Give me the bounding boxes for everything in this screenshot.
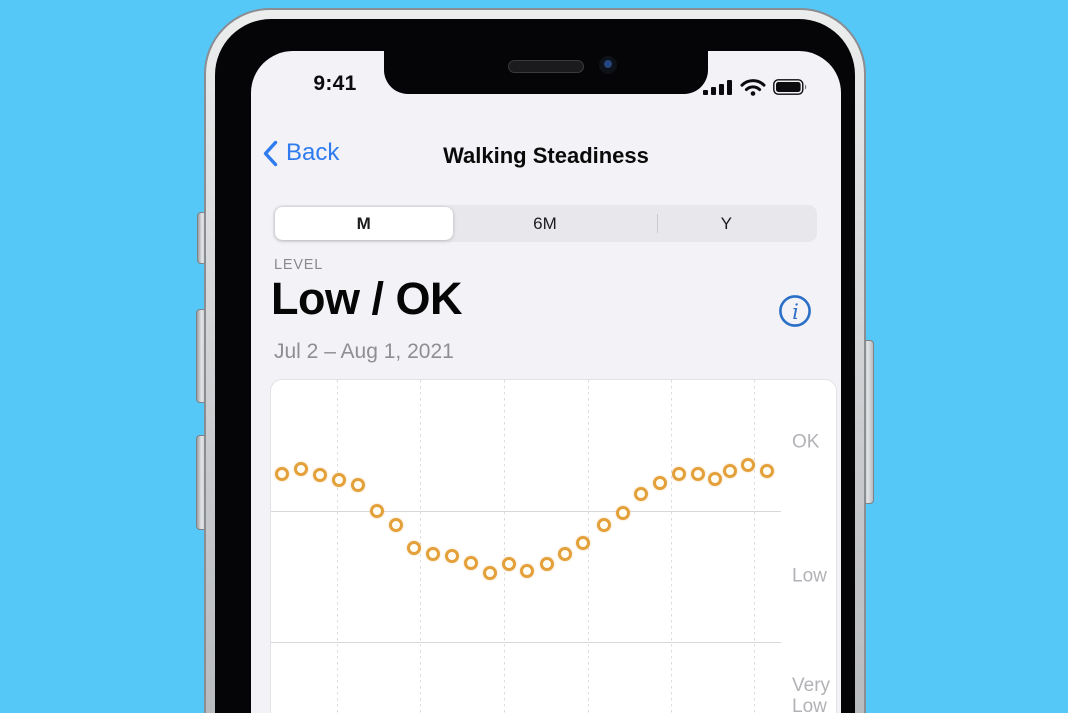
status-time: 9:41 [313,72,357,95]
wifi-icon [740,78,766,96]
front-camera [599,56,617,74]
data-point [312,467,327,482]
tab-month[interactable]: M [356,213,371,233]
data-point [671,466,686,481]
phone-bezel: 9:41 [215,19,855,713]
data-point [575,535,590,550]
back-label: Back [286,139,340,166]
data-point [722,463,737,478]
notch [384,51,708,94]
data-point [707,471,722,486]
data-point [652,475,667,490]
data-point [444,548,459,563]
info-button[interactable]: i [777,293,813,329]
vertical-gridline [504,380,505,713]
y-band-label: OK [792,431,820,453]
vertical-gridline [420,380,421,713]
date-range-label: Jul 2 – Aug 1, 2021 [274,340,454,363]
phone-frame: 9:41 [204,8,866,713]
tab-year[interactable]: Y [720,213,732,233]
phone-screen: 9:41 [251,51,841,713]
data-point [293,461,308,476]
data-point [350,477,365,492]
data-point [501,556,516,571]
page-title: Walking Steadiness [443,143,649,168]
data-point [406,540,421,555]
time-range-segmented-control: M 6M Y [273,205,817,242]
data-point [557,546,572,561]
vertical-gridline [337,380,338,713]
band-boundary-line [271,511,781,512]
data-point [463,555,478,570]
chart-plot: OK Low Very Low [271,380,836,713]
battery-icon [773,79,807,95]
chevron-left-icon [263,140,278,166]
earpiece-speaker [508,60,584,73]
tab-six-months[interactable]: 6M [533,213,557,233]
walking-steadiness-chart[interactable]: OK Low Very Low [270,379,837,713]
back-button[interactable]: Back [263,139,339,167]
data-point [596,517,611,532]
level-section-label: LEVEL [274,257,324,273]
data-point [274,466,289,481]
data-point [331,472,346,487]
y-band-label: Low [792,565,827,587]
data-point [690,466,705,481]
svg-text:i: i [792,300,799,324]
band-boundary-line [271,642,781,643]
data-point [519,563,534,578]
segment-selection-thumb [275,207,453,240]
info-circle-icon: i [779,295,811,327]
data-point [482,565,497,580]
segment-divider [657,214,658,233]
data-point [388,517,403,532]
data-point [759,463,774,478]
data-point [539,556,554,571]
y-band-label: Very Low [792,675,831,713]
vertical-gridline [671,380,672,713]
data-point [425,546,440,561]
cellular-signal-icon [703,79,732,95]
navigation-bar: Back Walking Steadiness [251,135,841,179]
vertical-gridline [754,380,755,713]
data-point [740,457,755,472]
data-point [615,505,630,520]
level-value: Low / OK [271,273,463,324]
data-point [369,503,384,518]
data-point [633,486,648,501]
